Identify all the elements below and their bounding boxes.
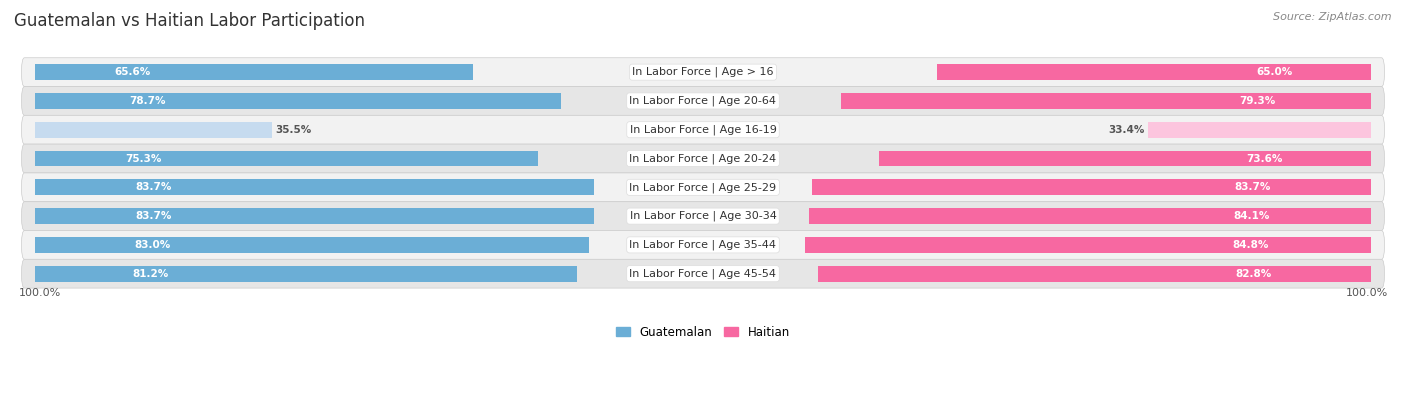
Bar: [35, 150, 538, 166]
Text: 75.3%: 75.3%: [125, 154, 162, 164]
FancyBboxPatch shape: [21, 173, 1385, 202]
Text: 81.2%: 81.2%: [132, 269, 169, 279]
Bar: [1147, 122, 1371, 137]
Text: 83.7%: 83.7%: [135, 211, 172, 221]
Bar: [818, 266, 1371, 282]
Bar: [35, 64, 474, 80]
Bar: [810, 208, 1371, 224]
Text: In Labor Force | Age 35-44: In Labor Force | Age 35-44: [630, 240, 776, 250]
Text: 65.0%: 65.0%: [1257, 67, 1292, 77]
FancyBboxPatch shape: [21, 87, 1385, 115]
Bar: [35, 266, 578, 282]
Text: In Labor Force | Age 16-19: In Labor Force | Age 16-19: [630, 124, 776, 135]
FancyBboxPatch shape: [21, 58, 1385, 87]
Text: 84.8%: 84.8%: [1233, 240, 1270, 250]
FancyBboxPatch shape: [21, 144, 1385, 173]
FancyBboxPatch shape: [21, 231, 1385, 259]
FancyBboxPatch shape: [21, 259, 1385, 288]
Text: In Labor Force | Age 20-24: In Labor Force | Age 20-24: [630, 153, 776, 164]
Text: 78.7%: 78.7%: [129, 96, 166, 106]
Bar: [35, 179, 595, 195]
Text: 65.6%: 65.6%: [114, 67, 150, 77]
FancyBboxPatch shape: [21, 202, 1385, 231]
Text: In Labor Force | Age 45-54: In Labor Force | Age 45-54: [630, 269, 776, 279]
Text: 73.6%: 73.6%: [1246, 154, 1282, 164]
Bar: [936, 64, 1371, 80]
Text: In Labor Force | Age > 16: In Labor Force | Age > 16: [633, 67, 773, 77]
Legend: Guatemalan, Haitian: Guatemalan, Haitian: [612, 321, 794, 343]
Text: 84.1%: 84.1%: [1233, 211, 1270, 221]
Bar: [841, 93, 1371, 109]
Text: 33.4%: 33.4%: [1108, 125, 1144, 135]
Text: 83.7%: 83.7%: [1234, 182, 1271, 192]
Text: 83.0%: 83.0%: [135, 240, 172, 250]
Text: 35.5%: 35.5%: [276, 125, 312, 135]
Text: 83.7%: 83.7%: [135, 182, 172, 192]
Text: In Labor Force | Age 20-64: In Labor Force | Age 20-64: [630, 96, 776, 106]
Bar: [35, 122, 273, 137]
Bar: [811, 179, 1371, 195]
Text: Source: ZipAtlas.com: Source: ZipAtlas.com: [1274, 12, 1392, 22]
FancyBboxPatch shape: [21, 115, 1385, 144]
Bar: [879, 150, 1371, 166]
Text: 100.0%: 100.0%: [1346, 288, 1388, 298]
Text: In Labor Force | Age 30-34: In Labor Force | Age 30-34: [630, 211, 776, 221]
Bar: [804, 237, 1371, 253]
Bar: [35, 93, 561, 109]
Text: Guatemalan vs Haitian Labor Participation: Guatemalan vs Haitian Labor Participatio…: [14, 12, 366, 30]
Bar: [35, 237, 589, 253]
Text: 79.3%: 79.3%: [1239, 96, 1275, 106]
Text: 100.0%: 100.0%: [18, 288, 60, 298]
Text: In Labor Force | Age 25-29: In Labor Force | Age 25-29: [630, 182, 776, 193]
Text: 82.8%: 82.8%: [1234, 269, 1271, 279]
Bar: [35, 208, 595, 224]
